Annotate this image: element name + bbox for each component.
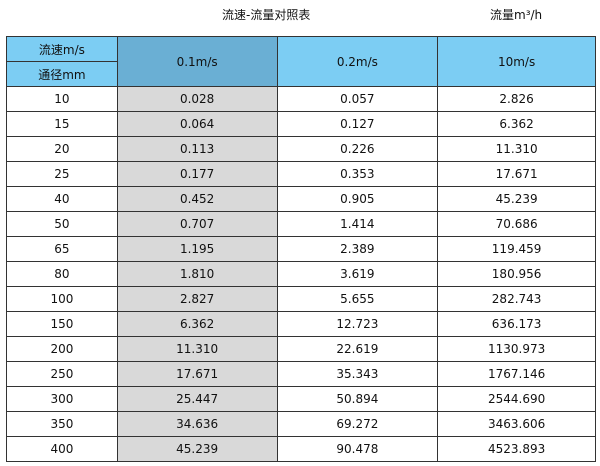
diameter-header: 通径mm [6, 61, 118, 87]
diameter-cell: 10 [6, 86, 118, 112]
table-row: 15 0.064 0.127 6.362 [6, 111, 596, 137]
speed-header: 流速m/s [6, 36, 118, 62]
diameter-cell: 50 [6, 211, 118, 237]
table-row: 20 0.113 0.226 11.310 [6, 136, 596, 162]
diameter-cell: 65 [6, 236, 118, 262]
flow-cell: 0.064 [116, 111, 278, 137]
flow-cell: 3.619 [276, 261, 439, 287]
flow-cell: 180.956 [437, 261, 596, 287]
flow-cell: 0.707 [116, 211, 278, 237]
flow-cell: 0.452 [116, 186, 278, 212]
flow-cell: 45.239 [116, 436, 278, 462]
diameter-cell: 300 [6, 386, 118, 412]
diameter-cell: 350 [6, 411, 118, 437]
flow-cell: 2.826 [437, 86, 596, 112]
column-header-1[interactable]: 0.2m/s [276, 36, 439, 87]
flow-cell: 6.362 [437, 111, 596, 137]
flow-cell: 35.343 [276, 361, 439, 387]
table-row: 300 25.447 50.894 2544.690 [6, 386, 596, 412]
flow-cell: 0.113 [116, 136, 278, 162]
table-row: 25 0.177 0.353 17.671 [6, 161, 596, 187]
flow-cell: 3463.606 [437, 411, 596, 437]
flow-cell: 90.478 [276, 436, 439, 462]
flow-cell: 11.310 [437, 136, 596, 162]
flow-cell: 0.057 [276, 86, 439, 112]
flow-cell: 12.723 [276, 311, 439, 337]
flow-cell: 5.655 [276, 286, 439, 312]
diameter-cell: 80 [6, 261, 118, 287]
column-header-0[interactable]: 0.1m/s [116, 36, 278, 87]
flow-cell: 2.389 [276, 236, 439, 262]
flow-table: 流速m/s 0.1m/s 0.2m/s 10m/s 通径mm 10 0.028 0.… [6, 36, 596, 462]
flow-cell: 11.310 [116, 336, 278, 362]
diameter-cell: 400 [6, 436, 118, 462]
flow-cell: 2.827 [116, 286, 278, 312]
flow-cell: 636.173 [437, 311, 596, 337]
diameter-cell: 20 [6, 136, 118, 162]
flow-cell: 69.272 [276, 411, 439, 437]
table-row: 65 1.195 2.389 119.459 [6, 236, 596, 262]
flow-cell: 1.810 [116, 261, 278, 287]
flow-cell: 0.177 [116, 161, 278, 187]
flow-cell: 0.905 [276, 186, 439, 212]
diameter-cell: 100 [6, 286, 118, 312]
flow-cell: 1.195 [116, 236, 278, 262]
table-row: 250 17.671 35.343 1767.146 [6, 361, 596, 387]
flow-cell: 119.459 [437, 236, 596, 262]
flow-cell: 1.414 [276, 211, 439, 237]
flow-cell: 1130.973 [437, 336, 596, 362]
column-header-2[interactable]: 10m/s [437, 36, 596, 87]
table-row: 40 0.452 0.905 45.239 [6, 186, 596, 212]
diameter-cell: 25 [6, 161, 118, 187]
table-row: 10 0.028 0.057 2.826 [6, 86, 596, 112]
diameter-cell: 150 [6, 311, 118, 337]
flow-cell: 6.362 [116, 311, 278, 337]
table-row: 50 0.707 1.414 70.686 [6, 211, 596, 237]
flow-cell: 45.239 [437, 186, 596, 212]
page-title: 流速-流量对照表 [222, 8, 311, 22]
table-row: 80 1.810 3.619 180.956 [6, 261, 596, 287]
flow-cell: 17.671 [437, 161, 596, 187]
diameter-cell: 15 [6, 111, 118, 137]
flow-cell: 0.127 [276, 111, 439, 137]
flow-cell: 34.636 [116, 411, 278, 437]
diameter-cell: 200 [6, 336, 118, 362]
flow-cell: 0.028 [116, 86, 278, 112]
flow-cell: 2544.690 [437, 386, 596, 412]
table-row: 100 2.827 5.655 282.743 [6, 286, 596, 312]
diameter-cell: 250 [6, 361, 118, 387]
flow-cell: 50.894 [276, 386, 439, 412]
flow-cell: 0.226 [276, 136, 439, 162]
table-row: 150 6.362 12.723 636.173 [6, 311, 596, 337]
flow-cell: 70.686 [437, 211, 596, 237]
table-row: 350 34.636 69.272 3463.606 [6, 411, 596, 437]
flow-cell: 22.619 [276, 336, 439, 362]
flow-cell: 25.447 [116, 386, 278, 412]
flow-cell: 282.743 [437, 286, 596, 312]
flow-cell: 4523.893 [437, 436, 596, 462]
diameter-cell: 40 [6, 186, 118, 212]
table-row: 400 45.239 90.478 4523.893 [6, 436, 596, 462]
flow-cell: 0.353 [276, 161, 439, 187]
flow-cell: 1767.146 [437, 361, 596, 387]
table-row: 200 11.310 22.619 1130.973 [6, 336, 596, 362]
flow-cell: 17.671 [116, 361, 278, 387]
unit-label: 流量m³/h [490, 8, 543, 22]
